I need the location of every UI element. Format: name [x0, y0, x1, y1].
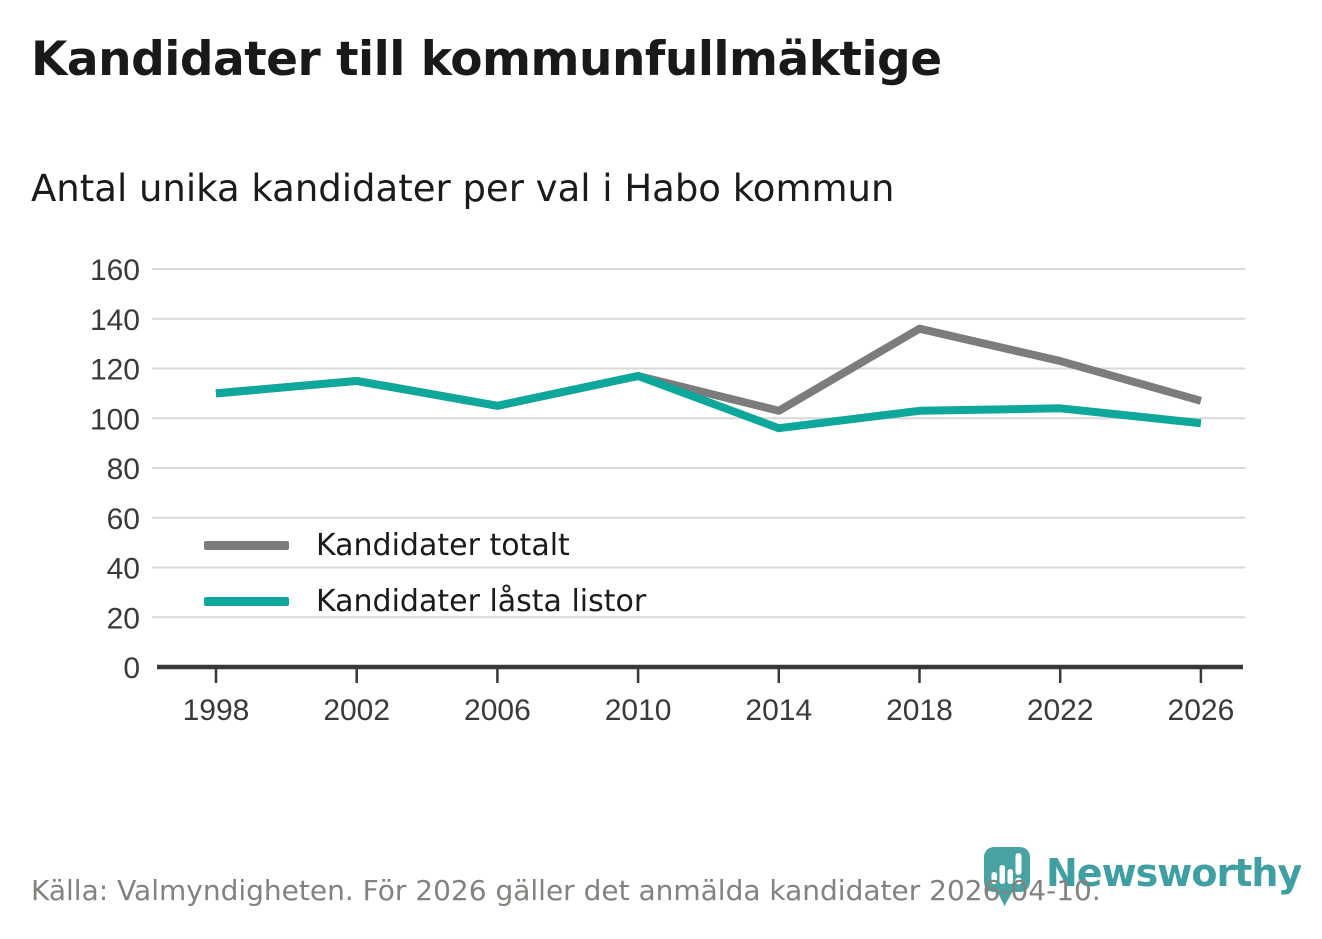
legend-swatch-lasta-listor-icon: [204, 597, 289, 606]
legend-item-kandidater-totalt: Kandidater totalt: [204, 528, 646, 563]
svg-text:2026: 2026: [1168, 694, 1235, 727]
svg-text:2002: 2002: [323, 694, 390, 727]
source-note: Källa: Valmyndigheten. För 2026 gäller d…: [31, 874, 1101, 907]
svg-text:2018: 2018: [886, 694, 953, 727]
legend-swatch-totalt-icon: [204, 541, 289, 550]
svg-text:80: 80: [107, 453, 140, 486]
svg-text:100: 100: [90, 403, 140, 436]
svg-text:120: 120: [90, 354, 140, 387]
newsworthy-wordmark: Newsworthy: [1046, 851, 1302, 895]
legend-item-kandidater-lasta-listor: Kandidater låsta listor: [204, 584, 647, 619]
svg-text:2006: 2006: [464, 694, 531, 727]
svg-text:2022: 2022: [1027, 694, 1094, 727]
x-axis: [157, 664, 1243, 683]
svg-text:1998: 1998: [183, 694, 250, 727]
x-tick-labels: 1998 2002 2006 2010 2014 2018 2022 2026: [183, 694, 1235, 727]
chart-subtitle: Antal unika kandidater per val i Habo ko…: [31, 167, 895, 210]
svg-text:2010: 2010: [605, 694, 672, 727]
legend-label-totalt: Kandidater totalt: [316, 528, 570, 563]
svg-text:160: 160: [90, 254, 140, 287]
newsworthy-pin-icon: [984, 847, 1030, 906]
chart-title: Kandidater till kommunfullmäktige: [31, 32, 942, 87]
series-line-kandidater-lasta-listor: [215, 371, 1202, 433]
y-gridlines: [152, 268, 1245, 619]
y-tick-labels: 0 20 40 60 80 100 120 140 160: [90, 254, 140, 685]
legend: Kandidater totalt Kandidater låsta listo…: [204, 528, 647, 619]
legend-label-lasta-listor: Kandidater låsta listor: [316, 584, 647, 619]
svg-text:2014: 2014: [745, 694, 812, 727]
svg-text:60: 60: [107, 503, 140, 536]
svg-text:20: 20: [107, 602, 140, 635]
svg-text:0: 0: [123, 652, 140, 685]
svg-text:40: 40: [107, 553, 140, 586]
svg-text:140: 140: [90, 304, 140, 337]
newsworthy-logo: Newsworthy: [982, 846, 1302, 914]
